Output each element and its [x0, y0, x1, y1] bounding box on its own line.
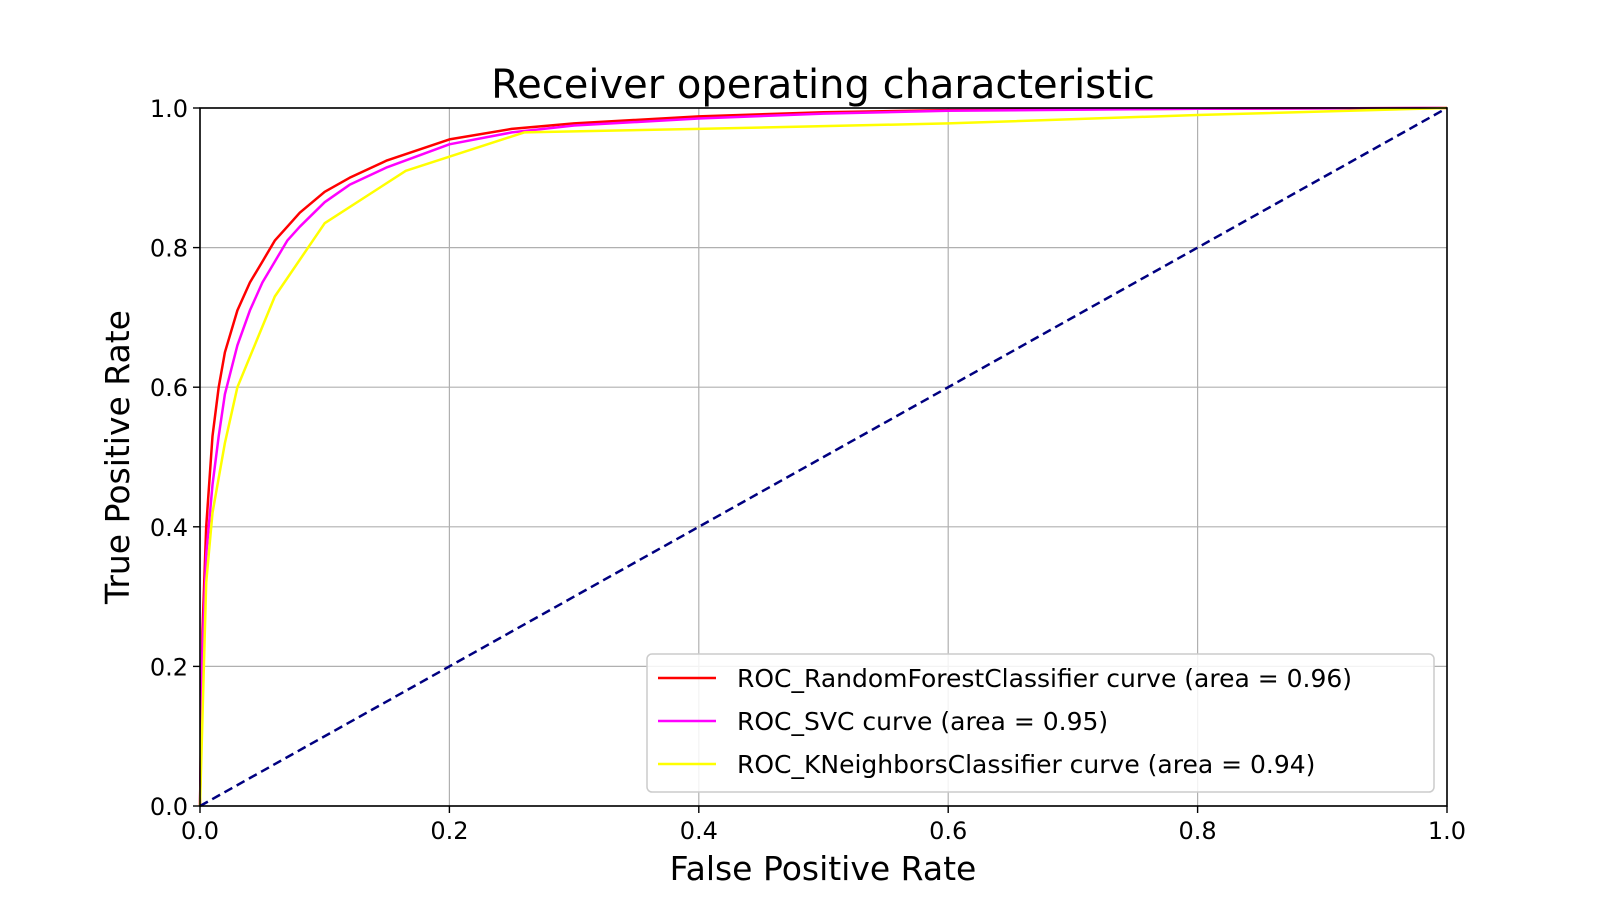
y-tick-label: 0.0 [150, 793, 188, 821]
legend-box [646, 653, 1435, 793]
ticks: 0.0 0.2 0.4 0.6 0.8 1.0 0.0 0.2 0.4 0.6 0.8 1.0 [150, 95, 1466, 845]
y-tick-label: 1.0 [150, 95, 188, 123]
y-axis-label: True Positive Rate [98, 310, 137, 605]
legend-label-kneighbors: ROC_KNeighborsClassifier curve (area = 0… [737, 750, 1315, 779]
plot-frame [199, 107, 1448, 807]
y-tick-label: 0.4 [150, 514, 188, 542]
series-line-svc [198, 106, 1448, 807]
chart-title: Receiver operating characteristic [491, 62, 1155, 108]
series-line-random-forest [198, 106, 1448, 807]
x-axis-label: False Positive Rate [670, 849, 977, 888]
y-tick-label: 0.2 [150, 653, 188, 681]
series-line-chance-diagonal [199, 106, 1448, 808]
legend-label-svc: ROC_SVC curve (area = 0.95) [737, 707, 1108, 736]
series-lines [198, 106, 1448, 808]
series-line-kneighbors [198, 106, 1448, 807]
legend-label-random-forest: ROC_RandomForestClassifier curve (area =… [737, 664, 1352, 693]
legend: ROC_RandomForestClassifier curve (area =… [646, 653, 1435, 793]
x-tick-label: 0.4 [680, 817, 718, 845]
x-tick-label: 0.8 [1179, 817, 1217, 845]
y-tick-label: 0.6 [150, 374, 188, 402]
x-tick-label: 0.2 [430, 817, 468, 845]
x-tick-label: 1.0 [1428, 817, 1466, 845]
x-tick-label: 0.6 [929, 817, 967, 845]
y-tick-label: 0.8 [150, 235, 188, 263]
x-tick-label: 0.0 [181, 817, 219, 845]
